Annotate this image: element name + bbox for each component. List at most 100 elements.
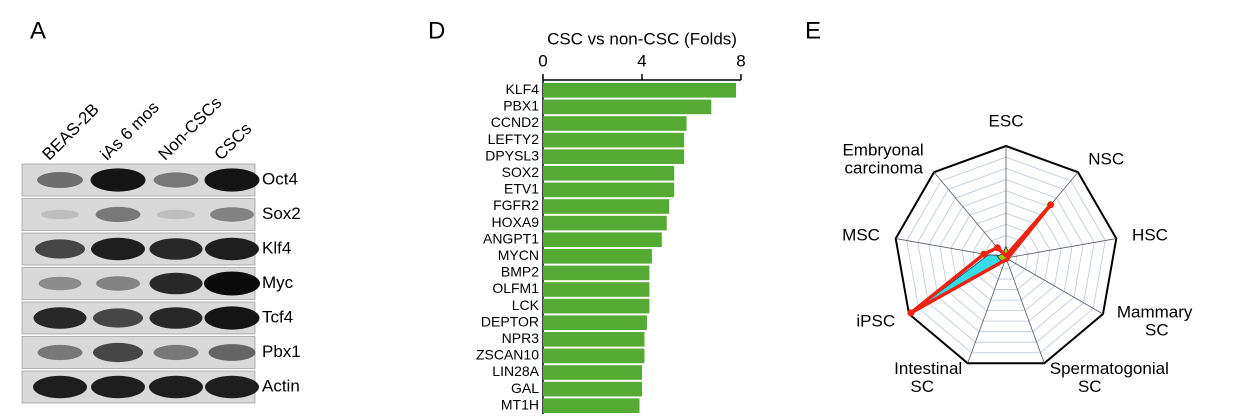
- bar: [543, 183, 674, 198]
- category-label: ESC: [989, 111, 1024, 130]
- band: [149, 376, 203, 398]
- category-label: DEPTOR: [481, 313, 539, 329]
- radar-point: [980, 251, 987, 258]
- chart-title: CSC vs non-CSC (Folds): [547, 29, 737, 48]
- row-label: Pbx1: [262, 342, 301, 361]
- band: [34, 307, 87, 329]
- band: [150, 238, 203, 260]
- band: [37, 172, 83, 188]
- category-label: MT1H: [501, 396, 539, 412]
- row-label: Sox2: [262, 204, 301, 223]
- band: [209, 344, 256, 361]
- category-label: Mammary: [1117, 302, 1193, 321]
- radar-series: [911, 205, 1051, 313]
- bar: [543, 332, 644, 347]
- band: [39, 277, 82, 291]
- category-label: BMP2: [501, 264, 539, 280]
- band: [41, 210, 79, 220]
- bar: [543, 398, 640, 413]
- bar: [543, 266, 649, 281]
- category-label: SC: [910, 377, 934, 396]
- category-label: MSC: [842, 225, 880, 244]
- bar: [543, 83, 736, 98]
- band: [96, 207, 141, 222]
- band: [210, 207, 254, 221]
- band: [150, 273, 203, 295]
- band: [91, 376, 145, 398]
- category-label: iPSC: [856, 311, 895, 330]
- category-label: SOX2: [502, 164, 540, 180]
- radar-point: [907, 309, 914, 316]
- band: [35, 239, 85, 258]
- row-label: Oct4: [262, 169, 298, 188]
- category-label: HSC: [1132, 225, 1168, 244]
- category-label: LIN28A: [492, 363, 539, 379]
- band: [205, 168, 260, 191]
- bar: [543, 116, 687, 131]
- band: [205, 376, 259, 398]
- category-label: DPYSL3: [485, 147, 539, 163]
- category-label: GAL: [511, 380, 539, 396]
- category-label: SC: [1145, 320, 1169, 339]
- bar: [543, 382, 642, 397]
- band: [205, 306, 260, 329]
- radar-point: [1047, 201, 1054, 208]
- category-label: NSC: [1088, 149, 1124, 168]
- panel-label: A: [30, 17, 46, 44]
- bar: [543, 100, 711, 115]
- band: [154, 172, 199, 187]
- panel-label: E: [805, 17, 821, 44]
- bar: [543, 232, 662, 247]
- band: [93, 308, 143, 327]
- bar: [543, 149, 684, 164]
- bar: [543, 349, 644, 364]
- bar: [543, 299, 649, 314]
- band: [33, 376, 87, 398]
- x-tick-label: 0: [538, 51, 547, 70]
- category-label: Embryonal: [842, 140, 923, 159]
- bar: [543, 216, 667, 231]
- lane-label: BEAS-2B: [39, 100, 103, 164]
- bar: [543, 365, 642, 380]
- category-label: Spermatogonial: [1050, 359, 1169, 378]
- category-label: OLFM1: [492, 280, 539, 296]
- band: [157, 210, 195, 220]
- row-label: Klf4: [262, 238, 291, 257]
- bar: [543, 199, 669, 214]
- band: [154, 345, 199, 360]
- lane-label: CSCs: [211, 119, 256, 164]
- category-label: LCK: [512, 297, 540, 313]
- category-label: carcinoma: [845, 158, 924, 177]
- category-label: HOXA9: [492, 214, 540, 230]
- band: [91, 238, 145, 260]
- category-label: KLF4: [506, 81, 540, 97]
- figure: A D CSC vs non-CSC (Folds) E BEAS-2BiAs …: [0, 0, 1246, 416]
- row-label: Tcf4: [262, 307, 293, 326]
- category-label: NPR3: [502, 330, 540, 346]
- row-label: Myc: [262, 273, 294, 292]
- band: [91, 168, 146, 191]
- category-label: Intestinal: [894, 359, 962, 378]
- category-label: PBX1: [503, 98, 539, 114]
- panel-label: D: [428, 17, 445, 44]
- band: [205, 238, 259, 260]
- lane-label: iAs 6 mos: [97, 98, 163, 164]
- bar: [543, 133, 684, 148]
- radar-point: [994, 244, 1001, 251]
- category-label: ANGPT1: [483, 230, 539, 246]
- band: [96, 276, 140, 290]
- row-label: Actin: [262, 376, 300, 395]
- category-label: SC: [1078, 377, 1102, 396]
- category-label: LEFTY2: [488, 131, 540, 147]
- category-label: MYCN: [498, 247, 539, 263]
- x-tick-label: 4: [637, 51, 646, 70]
- bar: [543, 282, 649, 297]
- band: [93, 343, 143, 362]
- bar: [543, 315, 647, 330]
- category-label: CCND2: [491, 114, 539, 130]
- x-tick-label: 8: [736, 51, 745, 70]
- category-label: ETV1: [504, 181, 539, 197]
- spoke: [1006, 258, 1103, 314]
- category-label: FGFR2: [493, 197, 539, 213]
- bar: [543, 249, 652, 264]
